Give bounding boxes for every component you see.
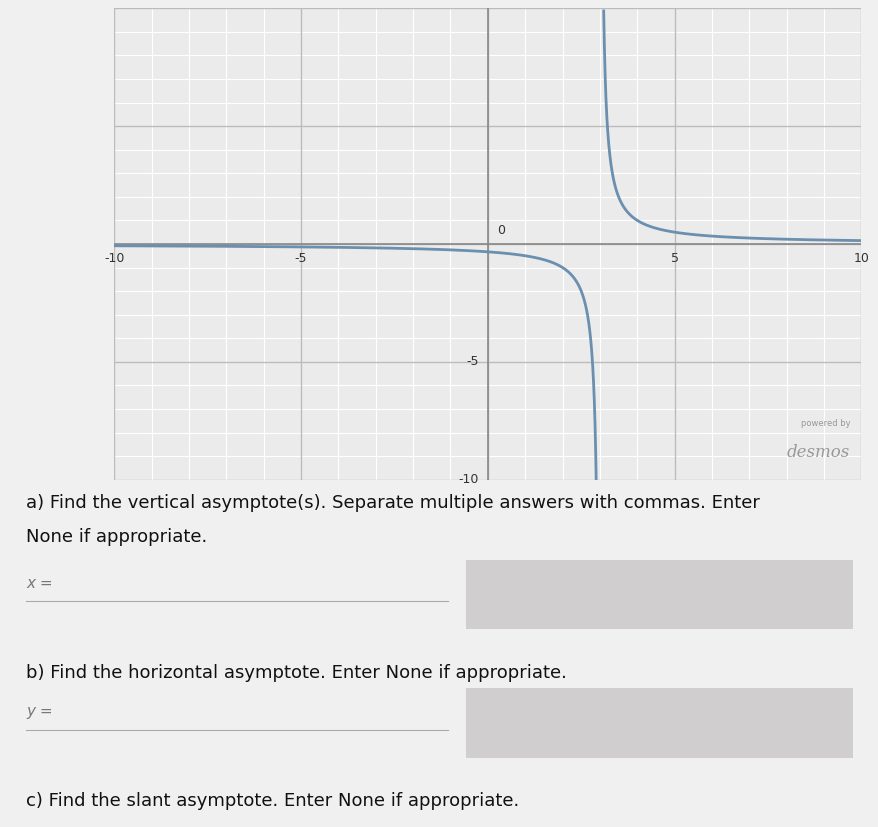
Bar [465, 560, 852, 629]
Text: a) Find the vertical asymptote(s). Separate multiple answers with commas. Enter: a) Find the vertical asymptote(s). Separ… [26, 494, 759, 512]
Text: 10: 10 [853, 252, 868, 265]
Bar [465, 688, 852, 758]
Text: -5: -5 [294, 252, 307, 265]
Text: -10: -10 [104, 252, 125, 265]
Text: -5: -5 [465, 356, 478, 368]
Text: x =: x = [26, 576, 53, 590]
Text: 0: 0 [497, 224, 505, 237]
Text: None if appropriate.: None if appropriate. [26, 528, 207, 547]
Text: powered by: powered by [800, 418, 849, 428]
Text: y =: y = [26, 705, 53, 719]
Text: desmos: desmos [786, 444, 849, 461]
Text: c) Find the slant asymptote. Enter None if appropriate.: c) Find the slant asymptote. Enter None … [26, 792, 519, 810]
Text: b) Find the horizontal asymptote. Enter None if appropriate.: b) Find the horizontal asymptote. Enter … [26, 664, 566, 681]
Text: 5: 5 [670, 252, 678, 265]
Text: -10: -10 [457, 473, 478, 486]
